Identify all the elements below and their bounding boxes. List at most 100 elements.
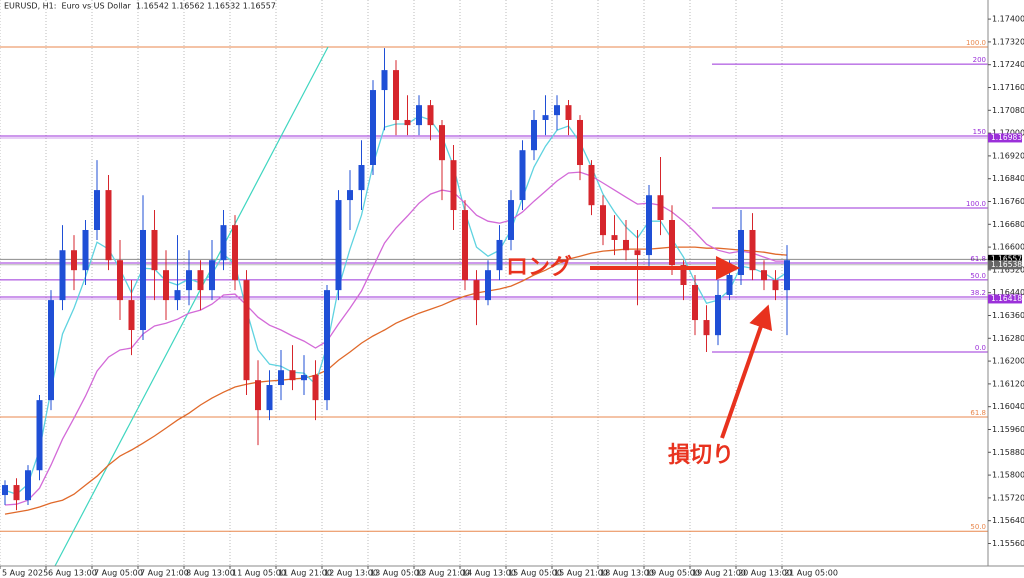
candle-body xyxy=(485,270,491,301)
candle-body xyxy=(71,250,77,271)
candle-body xyxy=(726,275,733,295)
x-tick-label: 15 Aug 05:00 xyxy=(508,569,562,578)
y-tick-label: 1.16760 xyxy=(992,197,1024,206)
y-tick-label: 1.16600 xyxy=(992,243,1024,252)
fib-label: 50.0 xyxy=(970,272,986,280)
candle-body xyxy=(197,270,204,291)
y-tick-label: 1.17000 xyxy=(992,129,1024,138)
x-tick-label: 13 Aug 05:00 xyxy=(370,569,424,578)
candle-body xyxy=(255,380,261,411)
price-box-label: 1.16557 xyxy=(991,254,1022,263)
y-tick-label: 1.15560 xyxy=(992,539,1024,548)
levels: 100.0 61.8 50.0 200 150 100.0 61.8 50.0 38.2 0.0 xyxy=(0,39,988,532)
candle-body xyxy=(117,260,123,301)
y-tick-label: 1.17080 xyxy=(992,106,1024,115)
price-box-label: 1.16983 xyxy=(991,133,1022,142)
candle-body xyxy=(761,270,767,281)
y-tick-label: 1.15640 xyxy=(992,516,1024,525)
candle-body xyxy=(128,300,135,331)
candle-body xyxy=(335,200,342,291)
candle-body xyxy=(232,225,238,281)
indicator-line xyxy=(4,246,788,515)
candle-body xyxy=(565,105,572,120)
x-tick-label: 20 Aug 13:00 xyxy=(738,569,792,578)
candle-body xyxy=(657,195,664,221)
price-box xyxy=(988,294,1022,304)
price-box-label: 1.16538 xyxy=(991,260,1022,269)
x-tick-label: 6 Aug 13:00 xyxy=(48,569,97,578)
y-tick-label: 1.16920 xyxy=(992,151,1024,160)
x-tick-label: 19 Aug 21:00 xyxy=(692,569,746,578)
candle-body xyxy=(542,115,549,120)
candle-body xyxy=(209,260,215,291)
candle-body xyxy=(738,229,744,276)
annotation-stop: 損切り xyxy=(668,443,734,468)
y-tick-label: 1.16360 xyxy=(992,311,1024,320)
candle-body xyxy=(634,250,641,256)
candle-body xyxy=(473,280,480,301)
annotation-long: ロング xyxy=(506,254,572,280)
y-tick-label: 1.16840 xyxy=(992,174,1024,183)
price-box xyxy=(988,254,1022,264)
candle-body xyxy=(301,375,307,381)
candle-body xyxy=(772,280,779,291)
y-tick-label: 1.16200 xyxy=(992,357,1024,366)
y-tick-label: 1.16040 xyxy=(992,402,1024,411)
candle-body xyxy=(404,119,411,126)
x-tick-label: 14 Aug 13:00 xyxy=(462,569,516,578)
x-tick-label: 5 Aug 2025 xyxy=(2,569,48,578)
candle-body xyxy=(347,190,353,201)
candle-body xyxy=(381,70,388,91)
x-tick-label: 11 Aug 05:00 xyxy=(232,569,286,578)
candle-body xyxy=(646,195,652,256)
candle-body xyxy=(48,300,54,401)
candle-body xyxy=(370,90,376,166)
candle-body xyxy=(278,370,284,386)
x-tick-label: 15 Aug 21:00 xyxy=(554,569,608,578)
candle-body xyxy=(496,239,503,271)
candle-body xyxy=(174,290,181,301)
candle-body xyxy=(25,470,31,501)
fib-label: 0.0 xyxy=(975,344,986,352)
candle-body xyxy=(358,165,365,191)
fib-label: 61.8 xyxy=(970,255,986,263)
trend-line xyxy=(54,46,329,567)
candle-body xyxy=(163,270,169,301)
y-tick-label: 1.16120 xyxy=(992,379,1024,388)
candle-body xyxy=(266,385,273,411)
candle-body xyxy=(186,270,192,291)
fib-label: 150 xyxy=(973,128,986,136)
axes: 1.17400 1.17320 1.17240 1.17160 1.17080 1.170… xyxy=(0,15,1024,578)
fib-label: 100.0 xyxy=(966,39,986,47)
candle-body xyxy=(703,320,710,336)
candle-body xyxy=(140,229,146,331)
price-box xyxy=(988,260,1022,270)
candle-body xyxy=(36,400,43,471)
candle-body xyxy=(462,210,468,281)
x-tick-label: 8 Aug 13:00 xyxy=(186,569,235,578)
y-tick-label: 1.16520 xyxy=(992,265,1024,274)
candle-body xyxy=(2,485,8,496)
y-tick-label: 1.15960 xyxy=(992,425,1024,434)
x-tick-label: 19 Aug 05:00 xyxy=(646,569,700,578)
candle-body xyxy=(220,225,227,261)
y-tick-label: 1.16440 xyxy=(992,288,1024,297)
x-tick-label: 7 Aug 21:00 xyxy=(140,569,189,578)
y-tick-label: 1.16680 xyxy=(992,220,1024,229)
candle-body xyxy=(623,239,629,251)
candle-body xyxy=(611,235,618,240)
candle-body xyxy=(427,105,434,126)
candle-body xyxy=(508,200,514,240)
price-box-label: 1.16418 xyxy=(991,294,1022,303)
candles xyxy=(2,48,790,511)
x-tick-label: 11 Aug 21:00 xyxy=(278,569,332,578)
candle-body xyxy=(324,290,330,401)
fib-label: 100.0 xyxy=(966,200,986,208)
candle-body xyxy=(450,160,457,211)
candle-body xyxy=(749,229,756,271)
candle-body xyxy=(13,485,20,501)
candle-body xyxy=(554,105,560,116)
y-tick-label: 1.15800 xyxy=(992,471,1024,480)
